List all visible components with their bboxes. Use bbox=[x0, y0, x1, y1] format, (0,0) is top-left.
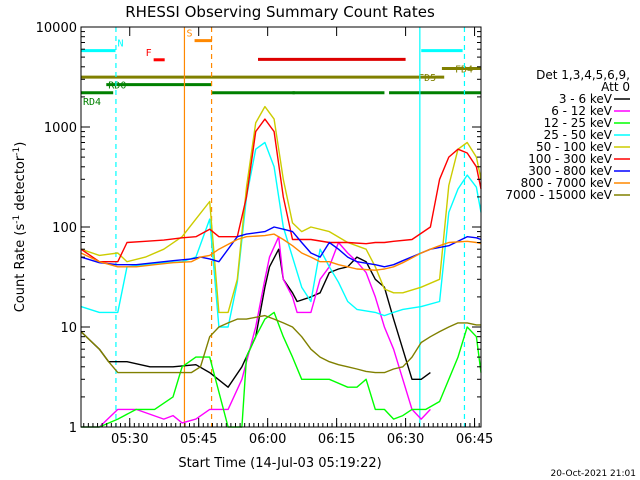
series-line-7000-15000-kev bbox=[80, 314, 481, 374]
legend-label-100-300-kev: 100 - 300 keV bbox=[528, 152, 612, 166]
legend-header-line-1: Det 1,3,4,5,6,9, bbox=[536, 68, 630, 82]
legend-label-25-50-kev: 25 - 50 keV bbox=[544, 128, 613, 142]
y-axis-label: Count Rate (s-1 detector-1) bbox=[12, 142, 28, 313]
flag-label-s: S bbox=[187, 29, 193, 40]
y-axis-label-sup2: -1 bbox=[12, 147, 22, 156]
y-tick-label-10000: 10000 bbox=[36, 21, 77, 36]
y-axis-label-main: Count Rate (s bbox=[13, 224, 28, 313]
x-tick-label-06-30: 06:30 bbox=[387, 432, 424, 447]
series-line-6-12-kev bbox=[81, 235, 431, 428]
series-line-12-25-kev bbox=[81, 311, 482, 428]
legend-label-800-7000-kev: 800 - 7000 keV bbox=[521, 176, 613, 190]
y-axis-label-end: ) bbox=[13, 142, 28, 147]
flag-label-rd4: RD4 bbox=[83, 97, 101, 108]
flag-label-f: F bbox=[146, 48, 152, 59]
y-tick-label-10: 10 bbox=[60, 321, 77, 336]
flag-label-fd4: FD4 bbox=[455, 64, 473, 75]
footer-timestamp: 20-Oct-2021 21:01 bbox=[551, 469, 636, 479]
y-tick-label-1: 1 bbox=[69, 421, 77, 436]
x-tick-label-05-45: 05:45 bbox=[180, 432, 217, 447]
x-tick-label-05-30: 05:30 bbox=[111, 432, 148, 447]
legend-label-6-12-kev: 6 - 12 keV bbox=[551, 104, 613, 118]
y-axis-label-mid: detector bbox=[13, 155, 28, 215]
legend-label-12-25-kev: 12 - 25 keV bbox=[544, 116, 613, 130]
legend-label-3-6-kev: 3 - 6 keV bbox=[559, 92, 613, 106]
y-axis-label-sup1: -1 bbox=[12, 215, 22, 224]
legend-header-line-2: Att 0 bbox=[601, 80, 630, 94]
series-line-50-100-kev bbox=[80, 105, 482, 314]
flag-label-n: N bbox=[117, 39, 123, 50]
series-lines bbox=[80, 105, 482, 428]
x-tick-label-06-00: 06:00 bbox=[249, 432, 286, 447]
series-line-800-7000-kev bbox=[80, 233, 482, 271]
x-tick-label-06-45: 06:45 bbox=[456, 432, 493, 447]
y-axis-ticks: 1 10 100 1000 10000 bbox=[36, 21, 481, 436]
x-axis-ticks: 05:30 05:45 06:00 06:15 06:30 06:45 bbox=[83, 27, 493, 447]
flag-label-fd5: FD5 bbox=[418, 73, 436, 84]
y-tick-label-100: 100 bbox=[52, 221, 77, 236]
legend-label-300-800-kev: 300 - 800 keV bbox=[528, 164, 612, 178]
x-axis-label: Start Time (14-Jul-03 05:19:22) bbox=[178, 456, 381, 471]
y-tick-label-1000: 1000 bbox=[44, 121, 77, 136]
x-tick-label-06-15: 06:15 bbox=[318, 432, 355, 447]
flag-label-rd0: RD0 bbox=[108, 81, 126, 92]
series-line-100-300-kev bbox=[80, 118, 482, 263]
vertical-markers bbox=[115, 27, 466, 427]
legend-label-7000-15000-kev: 7000 - 15000 keV bbox=[505, 188, 612, 202]
chart-title: RHESSI Observing Summary Count Rates bbox=[125, 3, 435, 21]
flag-bars: N F S FD4 FD5 RD0 RD4 bbox=[81, 29, 481, 108]
legend-label-50-100-kev: 50 - 100 keV bbox=[536, 140, 613, 154]
